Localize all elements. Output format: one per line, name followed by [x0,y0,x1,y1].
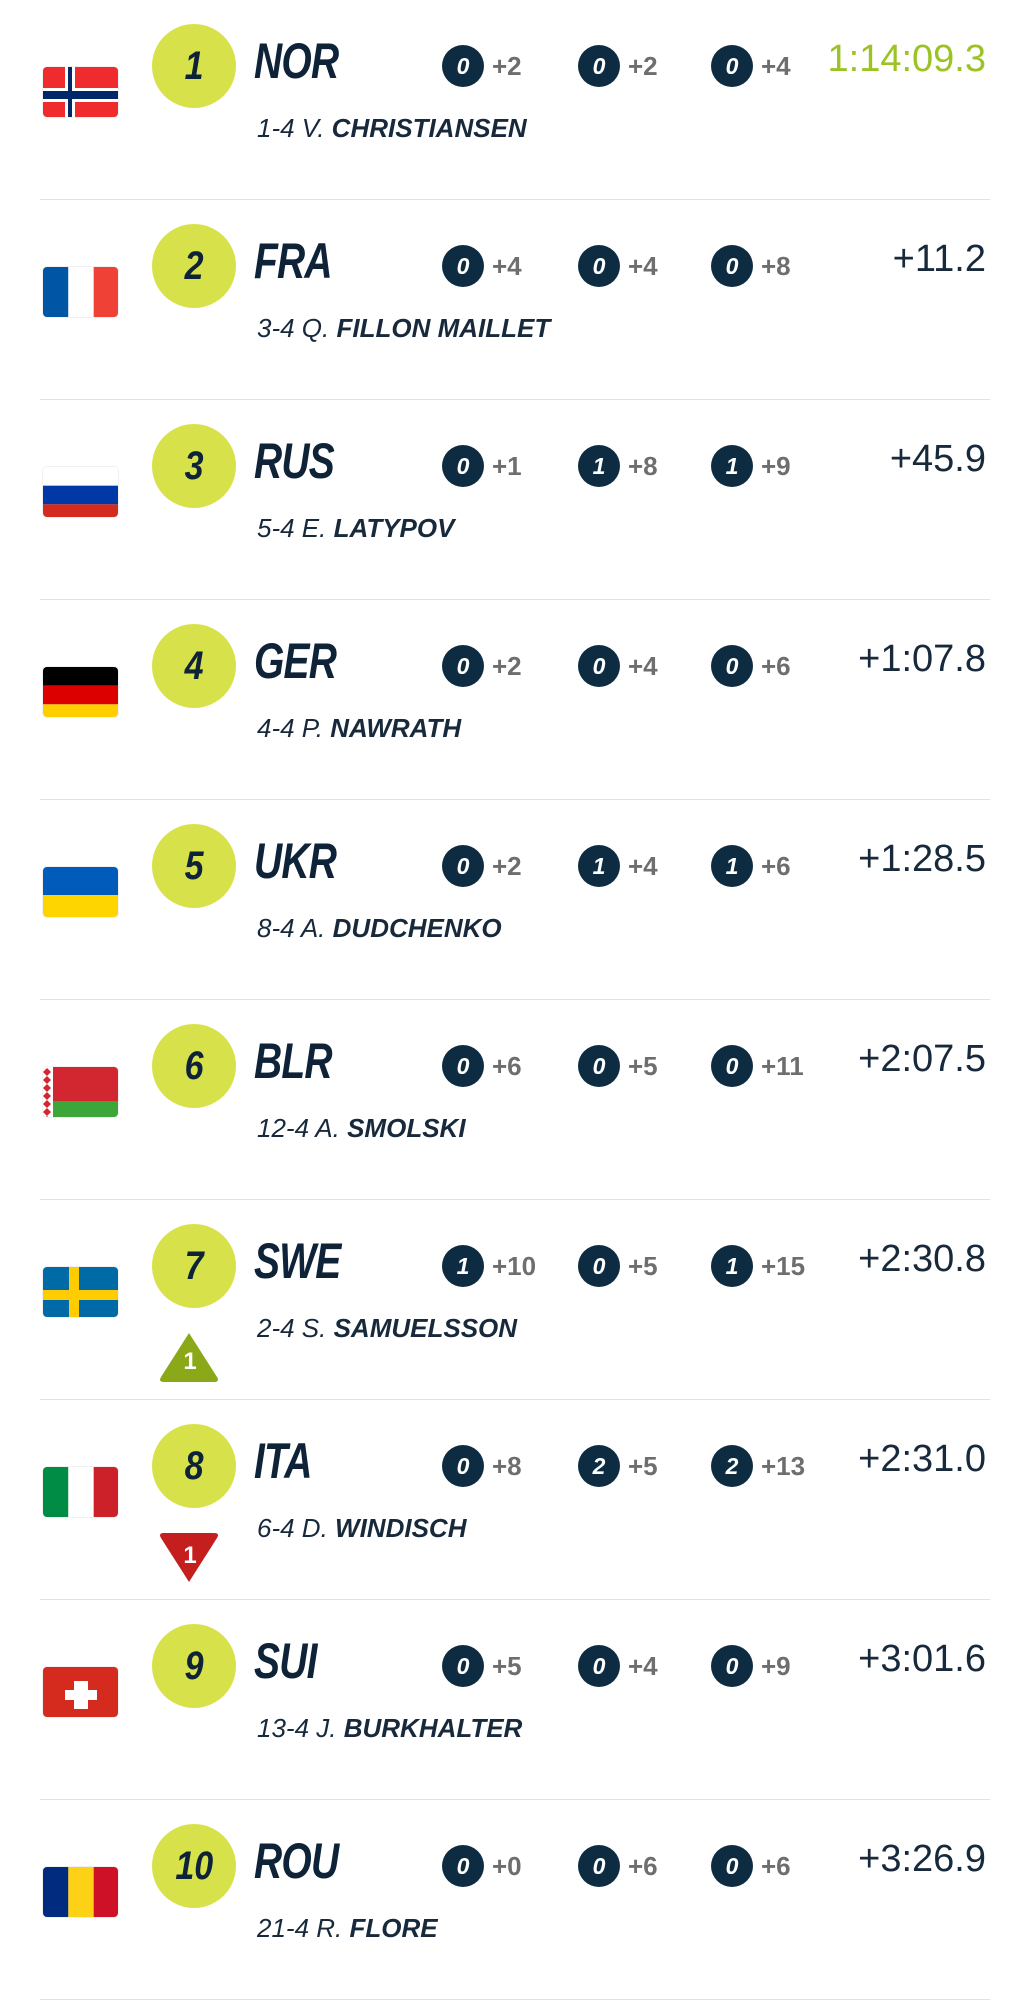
svg-text:1: 1 [183,1348,196,1375]
svg-text:1: 1 [183,1542,196,1569]
